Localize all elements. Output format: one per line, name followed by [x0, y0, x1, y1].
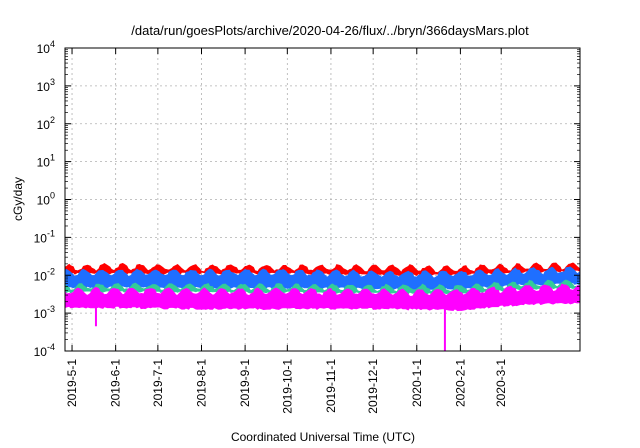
y-tick-label: 103	[37, 77, 55, 94]
x-tick-label: 2020-3-1	[494, 359, 508, 407]
y-axis-ticks: 10-4 10-3 10-2 10-1 100 101 102 103 104	[34, 39, 580, 359]
x-axis-label: Coordinated Universal Time (UTC)	[231, 430, 415, 444]
y-axis-label: cGy/day	[11, 177, 25, 221]
y-tick-label: 102	[37, 115, 55, 132]
y-tick-label: 10-4	[34, 342, 55, 359]
y-tick-label: 104	[37, 39, 55, 56]
x-tick-label: 2019-10-1	[280, 359, 294, 414]
x-axis-ticks: 2019-5-1 2019-6-1 2019-7-1 2019-8-1 2019-9-1…	[65, 48, 508, 414]
x-tick-label: 2019-6-1	[109, 359, 123, 407]
plot-area	[64, 262, 581, 351]
chart-title: /data/run/goesPlots/archive/2020-04-26/f…	[131, 23, 529, 38]
x-tick-label: 2019-8-1	[194, 359, 208, 407]
y-tick-label: 10-3	[34, 304, 55, 321]
x-tick-label: 2019-11-1	[324, 359, 338, 413]
y-tick-label: 10-2	[34, 266, 55, 283]
x-tick-label: 2019-9-1	[238, 359, 252, 407]
x-tick-label: 2019-5-1	[65, 359, 79, 407]
x-tick-label: 2020-1-1	[410, 359, 424, 407]
y-tick-label: 10-1	[34, 228, 55, 245]
x-tick-label: 2020-2-1	[453, 359, 467, 407]
y-tick-label: 101	[37, 153, 55, 170]
y-tick-label: 100	[37, 191, 55, 208]
x-tick-label: 2019-12-1	[366, 359, 380, 414]
x-tick-label: 2019-7-1	[151, 359, 165, 407]
